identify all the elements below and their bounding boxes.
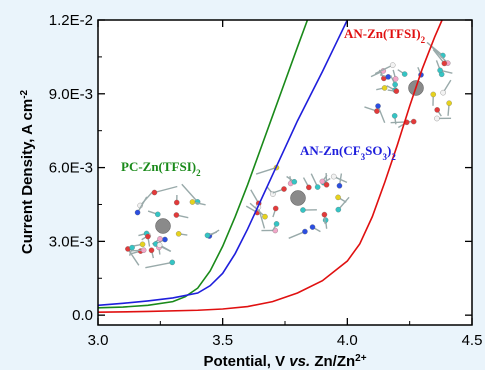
molecule-atom [375, 103, 381, 109]
molecule-bond [288, 230, 306, 239]
molecule-cluster [245, 164, 350, 239]
axis-ticks: 3.0 3.5 4.0 4.5 0.0 3.0E-3 6.0E-3 9.0E-3 1.2E-2 [49, 12, 483, 349]
series-annotation: PC-Zn(TFSI)2 [121, 159, 201, 178]
molecule-atom [434, 115, 440, 122]
molecule-atom [430, 91, 437, 98]
molecule-bond [249, 202, 266, 218]
molecule-bond [255, 166, 277, 175]
molecule-atom [314, 184, 321, 190]
molecule-atom [401, 71, 408, 77]
molecule-atom [145, 233, 151, 240]
x-axis-label: Potential, V vs. Zn/Zn2+ [203, 353, 366, 370]
molecule-atom [323, 181, 330, 188]
molecule-bond [136, 196, 148, 213]
molecule-atom [392, 81, 398, 88]
molecule-bond [127, 248, 140, 266]
molecule-bond [390, 120, 414, 124]
molecule-atom [140, 247, 147, 253]
molecule-atom [204, 232, 211, 239]
molecule-bond [181, 183, 199, 203]
series-annotations: PC-Zn(TFSI)2 AN-Zn(CF3SO3)2 AN-Zn(TFSI)2 [121, 26, 426, 178]
molecule-atom [291, 179, 298, 185]
x-tick-label: 4.0 [337, 332, 358, 349]
series-annotation: AN-Zn(CF3SO3)2 [300, 143, 396, 162]
molecule-atom [440, 89, 446, 96]
y-tick-label: 3.0E-3 [49, 233, 93, 250]
series-line [97, 19, 309, 309]
series-line [97, 19, 349, 307]
molecule-atom [381, 85, 388, 91]
molecule-atom [321, 211, 328, 218]
y-tick-label: 9.0E-3 [49, 86, 93, 103]
molecule-atom [162, 236, 168, 243]
molecule-atom [272, 205, 279, 212]
molecule-bond [377, 105, 386, 123]
molecule-atom [392, 76, 399, 82]
y-tick-label: 6.0E-3 [49, 160, 93, 177]
molecule-bond [257, 206, 266, 229]
molecule-atom [389, 62, 396, 68]
series-line [97, 19, 443, 314]
molecule-atom [437, 67, 443, 74]
molecule-atom [385, 74, 391, 80]
molecule-bond [145, 261, 173, 269]
molecule-atom [441, 60, 448, 67]
x-tick-label: 4.5 [462, 332, 483, 349]
molecule-atom [129, 244, 135, 251]
y-axis-label: Current Density, A cm-2 [19, 89, 37, 254]
molecule-atom [169, 259, 176, 266]
molecule-atom [139, 241, 146, 248]
molecule-atom [330, 173, 337, 180]
molecule-atom [281, 186, 287, 192]
molecule-atom [393, 88, 400, 94]
series-curves [97, 19, 443, 314]
molecule-atom [156, 242, 163, 248]
molecule-atom [446, 100, 452, 106]
molecule-bond [374, 64, 394, 75]
y-tick-label: 1.2E-2 [49, 12, 93, 29]
molecule-cluster [125, 183, 220, 269]
molecule-atom [151, 189, 158, 196]
x-tick-label: 3.0 [88, 332, 109, 349]
molecule-atom [175, 231, 182, 237]
molecule-atom [189, 199, 196, 205]
molecule-atom [174, 199, 180, 206]
zinc-ion [155, 218, 171, 234]
series-annotation: AN-Zn(TFSI)2 [344, 26, 426, 45]
plot-area [98, 20, 472, 325]
zinc-ion [290, 190, 306, 206]
molecule-atom [302, 228, 308, 235]
molecule-atom [157, 236, 163, 242]
molecule-atom [306, 184, 312, 191]
x-tick-label: 3.5 [212, 332, 233, 349]
molecule-atom [148, 247, 155, 254]
molecule-bond [154, 185, 178, 194]
molecule-atom [335, 194, 341, 201]
molecule-bond [426, 41, 444, 57]
molecule-atom [434, 107, 440, 113]
molecule-illustrations [125, 41, 453, 269]
molecule-bond [431, 46, 449, 64]
molecule-atom [410, 118, 417, 125]
molecule-cluster [364, 41, 453, 129]
molecule-atom [336, 182, 343, 189]
y-tick-label: 0.0 [72, 307, 93, 324]
molecule-atom [173, 212, 180, 218]
molecule-atom [262, 213, 268, 220]
molecule-atom [319, 178, 326, 185]
molecule-bond [432, 49, 445, 64]
molecule-atom [134, 209, 141, 216]
molecule-atom [335, 206, 342, 213]
molecule-atom [391, 113, 398, 119]
molecule-atom [300, 207, 306, 213]
molecule-atom [155, 211, 161, 218]
molecule-atom [273, 221, 280, 227]
molecule-atom [309, 224, 316, 230]
